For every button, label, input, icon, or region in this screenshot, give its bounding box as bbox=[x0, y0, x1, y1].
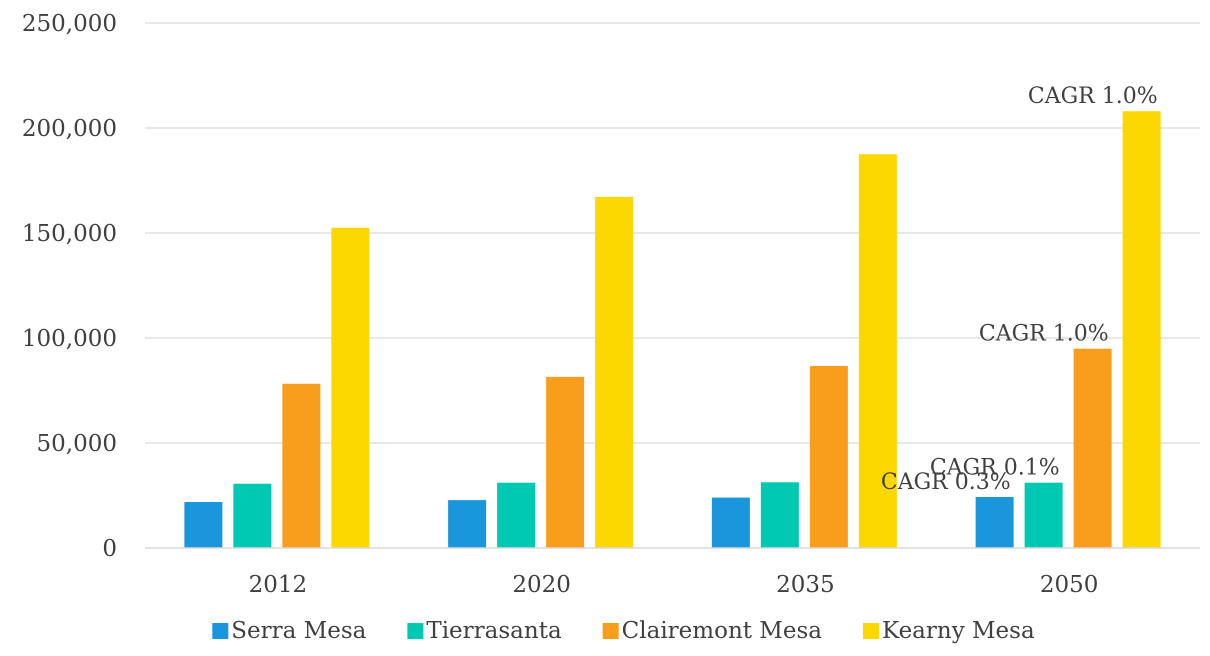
cagr-annotation: CAGR 1.0% bbox=[1028, 84, 1158, 109]
annotations: CAGR 0.3%CAGR 0.1% CAGR 1.0% CAGR 1.0% bbox=[881, 84, 1158, 495]
y-tick-label: 250,000 bbox=[22, 11, 117, 37]
bar-tierrasanta-2035 bbox=[760, 482, 799, 548]
bar-clairemont-mesa-2020 bbox=[546, 376, 585, 548]
bar-kearny-mesa-2050 bbox=[1122, 111, 1161, 548]
cagr-annotation: CAGR 0.1% bbox=[930, 456, 1060, 481]
x-tick-label: 2012 bbox=[249, 572, 308, 598]
x-tick-label: 2020 bbox=[512, 572, 571, 598]
bar-clairemont-mesa-2050 bbox=[1073, 348, 1112, 548]
y-tick-label: 100,000 bbox=[22, 326, 117, 352]
legend-item-serra-mesa: Serra Mesa bbox=[212, 618, 367, 644]
bar-serra-mesa-2020 bbox=[448, 500, 487, 548]
legend-label: Clairemont Mesa bbox=[622, 618, 823, 644]
y-tick-label: 0 bbox=[102, 536, 117, 562]
bar-kearny-mesa-2012 bbox=[331, 227, 370, 548]
bar-kearny-mesa-2035 bbox=[858, 154, 897, 548]
bar-kearny-mesa-2020 bbox=[595, 196, 634, 548]
cagr-annotation: CAGR 0.3% bbox=[881, 470, 1011, 495]
legend-label: Serra Mesa bbox=[231, 618, 366, 644]
y-tick-label: 50,000 bbox=[37, 431, 117, 457]
y-tick-label: 150,000 bbox=[22, 221, 117, 247]
legend-swatch bbox=[212, 623, 229, 639]
x-tick-label: 2050 bbox=[1040, 572, 1099, 598]
y-tick-label: 200,000 bbox=[22, 116, 117, 142]
legend-item-tierrasanta: Tierrasanta bbox=[407, 618, 562, 644]
bar-serra-mesa-2050 bbox=[975, 496, 1014, 548]
bar-tierrasanta-2050 bbox=[1024, 482, 1063, 548]
bar-tierrasanta-2012 bbox=[233, 483, 272, 548]
legend-label: Tierrasanta bbox=[426, 618, 562, 644]
y-axis-tick-labels: 0 50,000 100,000 150,000 200,000 250,000 bbox=[22, 11, 117, 562]
bar-clairemont-mesa-2035 bbox=[809, 365, 848, 548]
x-tick-label: 2035 bbox=[776, 572, 835, 598]
legend: Serra Mesa Tierrasanta Clairemont Mesa Kear… bbox=[212, 618, 1035, 644]
legend-item-kearny-mesa: Kearny Mesa bbox=[863, 618, 1035, 644]
legend-label: Kearny Mesa bbox=[882, 618, 1035, 644]
bar-serra-mesa-2035 bbox=[711, 497, 750, 548]
bar-tierrasanta-2020 bbox=[497, 482, 536, 548]
legend-swatch bbox=[407, 623, 424, 639]
legend-item-clairemont-mesa: Clairemont Mesa bbox=[602, 618, 823, 644]
legend-swatch bbox=[602, 623, 619, 639]
gridlines bbox=[145, 22, 1200, 444]
x-axis: 2012 2020 2035 2050 bbox=[145, 547, 1200, 598]
bar-serra-mesa-2012 bbox=[184, 502, 223, 548]
cagr-annotation: CAGR 1.0% bbox=[979, 322, 1109, 347]
bar-clairemont-mesa-2012 bbox=[282, 383, 321, 548]
legend-swatch bbox=[863, 623, 880, 639]
bars bbox=[184, 111, 1161, 548]
